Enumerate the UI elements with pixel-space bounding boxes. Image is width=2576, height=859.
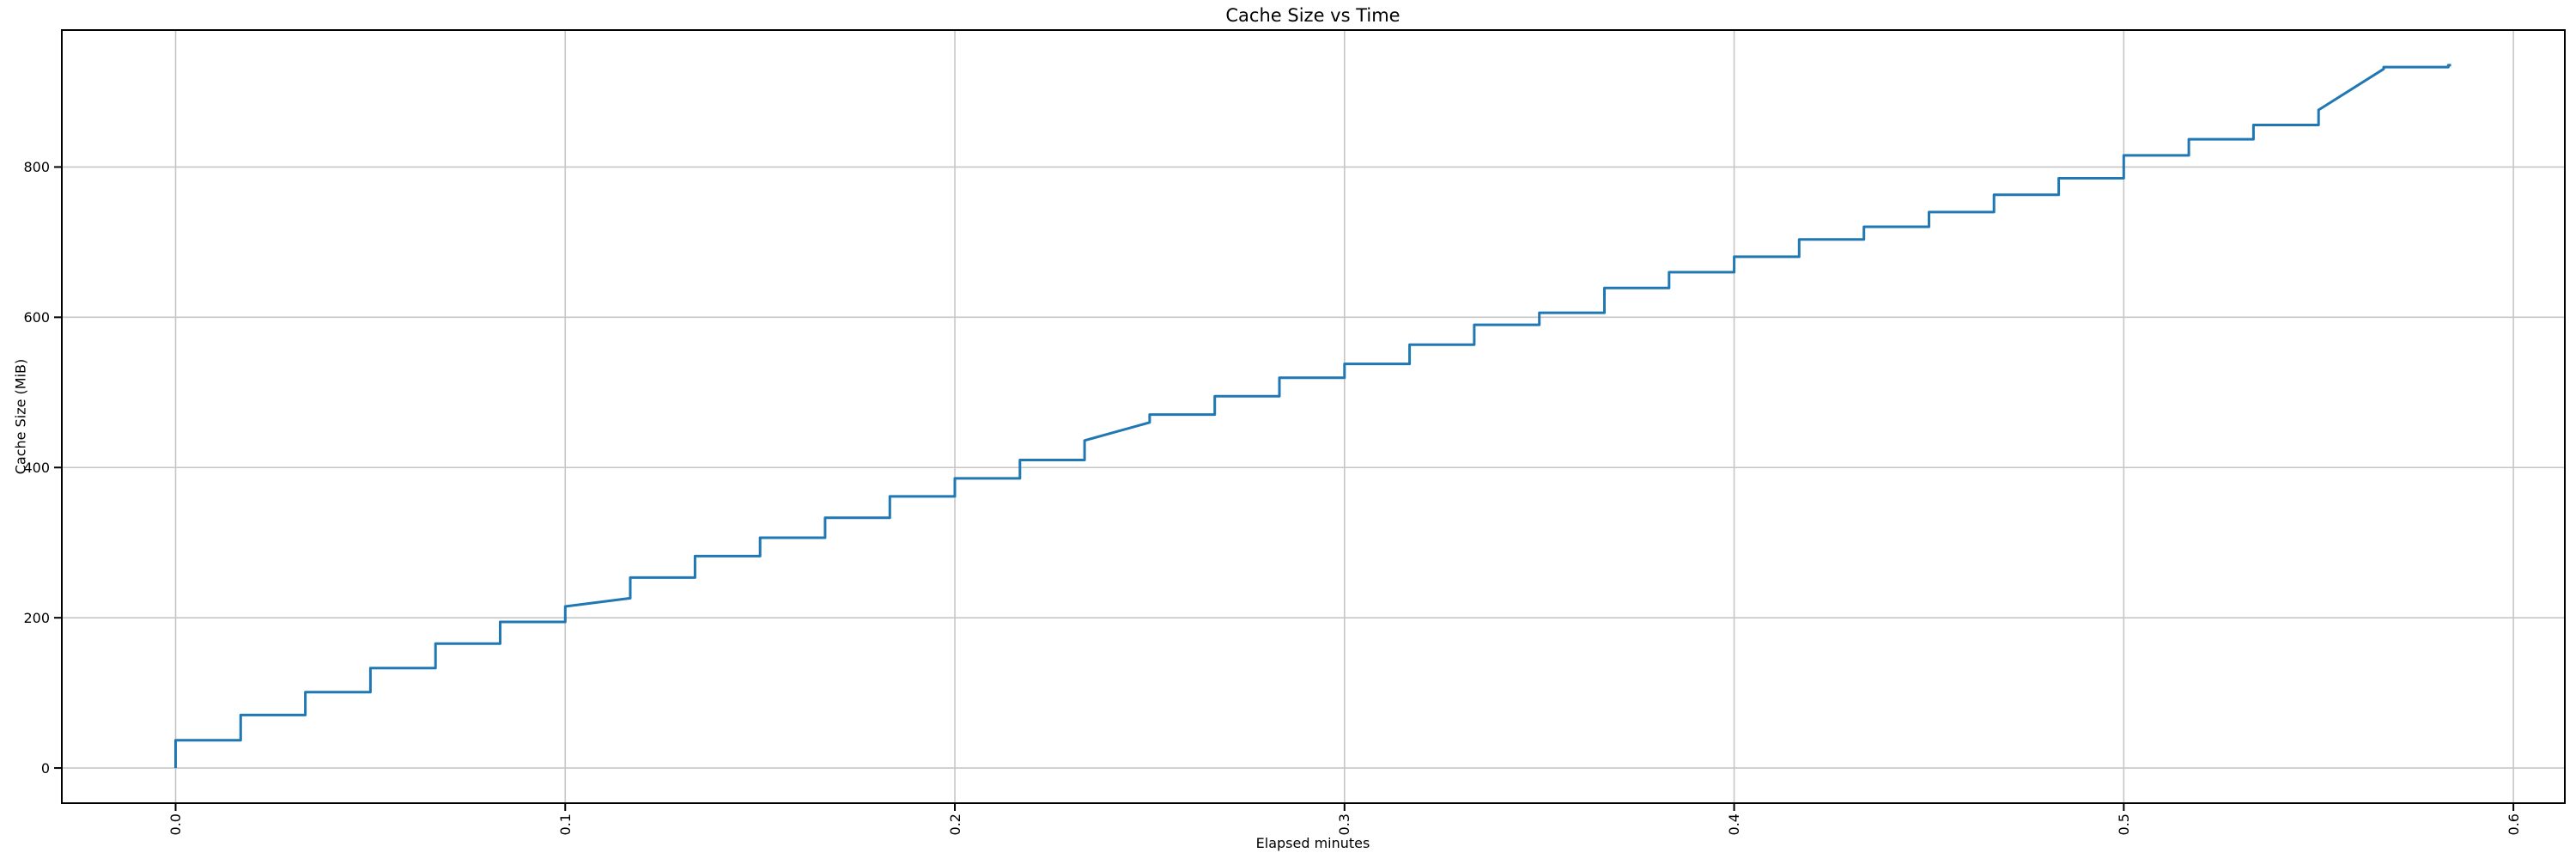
x-tick-label: 0.3 [1336,813,1358,835]
x-axis-label: Elapsed minutes [1255,835,1370,851]
chart-title: Cache Size vs Time [1225,5,1400,26]
x-tick-label-text: 0.4 [1726,813,1743,836]
x-tick-label: 0.2 [947,813,969,835]
y-tick-label: 600 [23,308,50,326]
x-tick-label: 0.0 [167,813,189,835]
x-tick-label-text: 0.0 [167,813,184,836]
x-tick-label-text: 0.5 [2115,813,2132,836]
x-tick-label-text: 0.6 [2505,813,2522,836]
y-tick-label: 0 [40,759,50,777]
x-tick-label: 0.1 [557,813,579,835]
y-axis-label: Cache Size (MiB) [12,358,29,475]
x-tick-label: 0.4 [1726,813,1747,835]
x-tick-label-text: 0.1 [556,813,574,836]
x-tick-label: 0.5 [2116,813,2137,835]
series-line [174,64,2451,769]
x-tick-label-text: 0.3 [1336,813,1353,836]
y-tick-label: 400 [23,459,50,476]
y-tick-label: 800 [23,158,50,175]
x-tick-label: 0.6 [2506,813,2527,835]
y-tick-label: 200 [23,609,50,626]
x-tick-label-text: 0.2 [946,813,963,836]
plot-border [61,29,2566,804]
